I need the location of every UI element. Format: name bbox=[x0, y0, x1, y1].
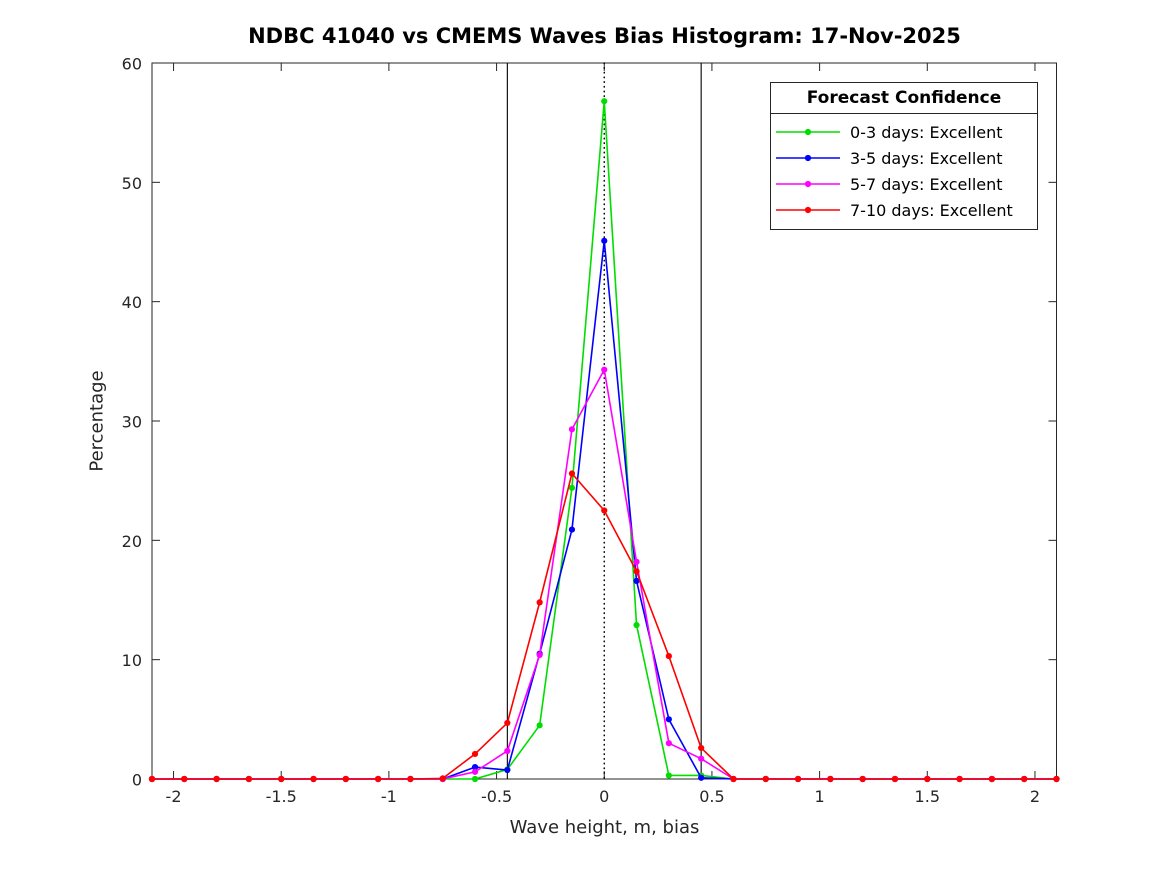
legend-line-sample-0-3-days bbox=[776, 128, 840, 136]
data-point-marker-3-5-days bbox=[471, 763, 479, 771]
data-point-marker-7-10-days bbox=[794, 775, 802, 783]
data-point-marker-7-10-days bbox=[827, 775, 834, 783]
data-point-marker-7-10-days bbox=[213, 775, 220, 783]
data-point-marker-7-10-days bbox=[601, 507, 608, 514]
data-point-marker-5-7-days bbox=[536, 651, 543, 658]
legend-line-sample-5-7-days bbox=[776, 180, 840, 188]
data-point-marker-7-10-days bbox=[181, 775, 188, 783]
data-point-marker-3-5-days bbox=[601, 237, 608, 244]
data-point-marker-7-10-days bbox=[859, 775, 866, 783]
data-point-marker-5-7-days bbox=[504, 747, 511, 755]
data-point-marker-5-7-days bbox=[665, 740, 672, 747]
x-tick-label: 0 bbox=[599, 787, 609, 806]
x-tick-label: 2 bbox=[1030, 787, 1040, 806]
y-tick-label: 50 bbox=[122, 174, 142, 193]
legend-sample-marker bbox=[804, 180, 812, 188]
x-tick-label: -0.5 bbox=[481, 787, 512, 806]
legend-item-label: 5-7 days: Excellent bbox=[850, 174, 1003, 194]
data-point-marker-7-10-days bbox=[891, 775, 899, 783]
legend-title: Forecast Confidence bbox=[771, 83, 1037, 114]
y-tick-label: 30 bbox=[122, 413, 142, 432]
chart-title: NDBC 41040 vs CMEMS Waves Bias Histogram… bbox=[248, 24, 961, 48]
data-point-marker-7-10-days bbox=[1021, 775, 1028, 783]
x-tick-label: -2 bbox=[166, 787, 182, 806]
y-tick-label: 0 bbox=[132, 771, 142, 790]
data-point-marker-7-10-days bbox=[310, 775, 317, 783]
data-point-marker-0-3-days bbox=[633, 621, 640, 629]
series-line-5-7-days bbox=[152, 368, 1057, 780]
x-tick-label: -1.5 bbox=[266, 787, 297, 806]
x-tick-label: 0.5 bbox=[699, 787, 724, 806]
legend-sample-marker bbox=[804, 154, 812, 162]
data-point-marker-7-10-days bbox=[665, 652, 672, 660]
legend-item-0-3-days: 0-3 days: Excellent bbox=[771, 119, 1037, 145]
data-point-marker-7-10-days bbox=[988, 775, 995, 783]
legend-line-sample-7-10-days bbox=[776, 206, 840, 214]
data-point-marker-7-10-days bbox=[148, 775, 156, 783]
data-point-marker-7-10-days bbox=[407, 775, 414, 783]
y-tick-label: 20 bbox=[122, 532, 142, 551]
y-tick-label: 40 bbox=[122, 293, 142, 312]
data-point-marker-7-10-days bbox=[730, 775, 737, 783]
data-point-marker-5-7-days bbox=[601, 366, 608, 373]
x-tick-label: -1 bbox=[381, 787, 397, 806]
data-point-marker-7-10-days bbox=[762, 775, 769, 783]
legend-item-3-5-days: 3-5 days: Excellent bbox=[771, 145, 1037, 171]
legend-line-sample-3-5-days bbox=[776, 154, 840, 162]
data-point-marker-7-10-days bbox=[342, 775, 349, 783]
data-point-marker-0-3-days bbox=[601, 98, 608, 105]
data-point-marker-7-10-days bbox=[1053, 775, 1060, 783]
y-tick-label: 60 bbox=[122, 55, 142, 74]
data-point-marker-0-3-days bbox=[471, 775, 479, 783]
y-axis-label: Percentage bbox=[86, 370, 108, 472]
data-point-marker-3-5-days bbox=[665, 716, 672, 723]
x-tick-label: 1 bbox=[815, 787, 825, 806]
data-point-marker-0-3-days bbox=[536, 722, 543, 729]
data-point-marker-5-7-days bbox=[568, 426, 576, 433]
x-tick-label: 1.5 bbox=[915, 787, 940, 806]
legend-item-7-10-days: 7-10 days: Excellent bbox=[771, 197, 1037, 223]
legend: Forecast Confidence 0-3 days: Excellent 3… bbox=[770, 82, 1038, 230]
y-tick-label: 10 bbox=[122, 651, 142, 670]
data-point-marker-7-10-days bbox=[633, 568, 640, 575]
data-point-marker-7-10-days bbox=[504, 719, 511, 727]
data-point-marker-7-10-days bbox=[375, 775, 382, 783]
legend-sample-marker bbox=[804, 128, 812, 136]
data-point-marker-7-10-days bbox=[471, 750, 479, 758]
legend-item-5-7-days: 5-7 days: Excellent bbox=[771, 171, 1037, 197]
legend-sample-marker bbox=[804, 206, 812, 214]
legend-item-label: 7-10 days: Excellent bbox=[850, 200, 1013, 220]
x-axis-label: Wave height, m, bias bbox=[509, 817, 700, 838]
data-point-marker-7-10-days bbox=[439, 775, 446, 782]
data-point-marker-0-3-days bbox=[568, 484, 576, 491]
legend-item-label: 3-5 days: Excellent bbox=[850, 148, 1003, 168]
data-point-marker-5-7-days bbox=[633, 558, 640, 565]
data-point-marker-5-7-days bbox=[471, 768, 479, 775]
data-point-marker-7-10-days bbox=[924, 775, 931, 783]
data-point-marker-3-5-days bbox=[633, 577, 640, 585]
data-point-marker-7-10-days bbox=[698, 744, 705, 752]
data-point-marker-3-5-days bbox=[568, 526, 576, 533]
data-point-marker-3-5-days bbox=[504, 766, 511, 774]
data-point-marker-7-10-days bbox=[568, 470, 576, 477]
data-point-marker-5-7-days bbox=[698, 755, 705, 762]
data-point-marker-7-10-days bbox=[536, 599, 543, 606]
data-point-marker-7-10-days bbox=[278, 775, 285, 783]
data-point-marker-7-10-days bbox=[245, 775, 253, 783]
data-point-marker-0-3-days bbox=[665, 772, 672, 779]
legend-item-label: 0-3 days: Excellent bbox=[850, 122, 1003, 142]
data-point-marker-7-10-days bbox=[956, 775, 963, 783]
data-point-marker-3-5-days bbox=[698, 774, 705, 781]
legend-items: 0-3 days: Excellent 3-5 days: Excellent 5-… bbox=[771, 114, 1037, 229]
